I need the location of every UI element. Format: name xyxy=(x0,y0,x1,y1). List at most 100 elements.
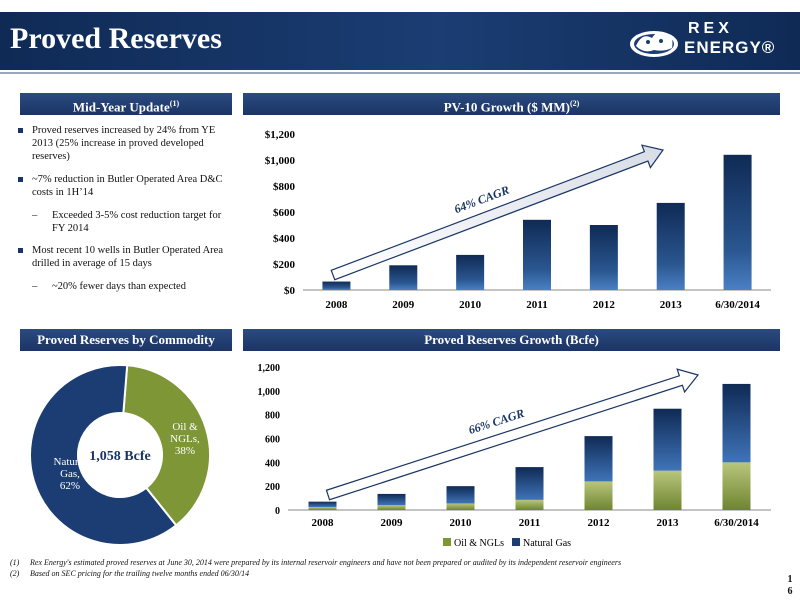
slice-label: NGLs, xyxy=(170,433,200,445)
mid-year-bullets: Proved reserves increased by 24% from YE… xyxy=(18,124,228,302)
x-tick-label: 2011 xyxy=(519,517,540,529)
cagr-arrow-body xyxy=(325,368,700,501)
legend-swatch xyxy=(443,538,451,546)
x-tick-label: 2010 xyxy=(459,299,482,311)
footnote-number: (2) xyxy=(10,569,20,578)
footnote-number: (1) xyxy=(10,558,20,567)
donut-center-label: 1,058 Bcfe xyxy=(89,449,150,464)
bar-oil-ngls-2012 xyxy=(584,481,613,510)
bullet-text: ~7% reduction in Butler Operated Area D&… xyxy=(32,174,223,198)
x-tick-label: 2012 xyxy=(593,299,616,311)
x-tick-label: 6/30/2014 xyxy=(714,517,759,529)
bar-oil-ngls-6/30/2014 xyxy=(722,462,751,510)
y-tick-label: 1,200 xyxy=(258,363,281,374)
pv10-header-label: PV-10 Growth ($ MM) xyxy=(443,99,570,115)
title-divider xyxy=(0,72,800,74)
footnote-1: (1) Rex Energy's estimated proved reserve… xyxy=(10,557,770,568)
x-tick-label: 2008 xyxy=(312,517,335,529)
bar-natural-gas-2011 xyxy=(515,467,544,500)
y-tick-label: 1,000 xyxy=(258,387,281,398)
pv10-footnote-ref: (2) xyxy=(569,99,580,108)
bar-natural-gas-2010 xyxy=(446,486,475,504)
page-number-digit: 6 xyxy=(787,586,793,597)
pv10-bar-chart: $0 $200 $400 $600 $800 $1,000 $1,200 2008 2009 20… xyxy=(265,129,771,311)
x-tick-label: 2009 xyxy=(392,299,415,311)
donut-slice xyxy=(122,364,211,527)
donut-slice xyxy=(29,364,178,546)
bar-oil-ngls-2008 xyxy=(308,507,337,510)
bar-natural-gas-2008 xyxy=(308,501,337,508)
bar-oil-ngls-2013 xyxy=(653,470,682,510)
y-tick-label: 200 xyxy=(265,482,280,493)
bar-natural-gas-6/30/2014 xyxy=(722,383,751,463)
cagr-arrow: 66% CAGR xyxy=(325,368,700,501)
bar-6/30/2014 xyxy=(723,154,752,290)
y-tick-label: $800 xyxy=(273,181,296,193)
slice-label: Natural xyxy=(54,456,87,468)
bar-oil-ngls-2009 xyxy=(377,505,406,510)
bar-natural-gas-2009 xyxy=(377,493,406,506)
rex-energy-logo: REX ENERGY® xyxy=(628,18,798,64)
sub-bullet-item: – Exceeded 3-5% cost reduction target for… xyxy=(32,210,222,234)
legend-label: Natural Gas xyxy=(523,538,571,549)
mid-year-header-label: Mid-Year Update xyxy=(72,99,170,115)
reserves-growth-header: Proved Reserves Growth (Bcfe) xyxy=(243,329,780,351)
bar-2008 xyxy=(322,281,351,290)
pv10-header: PV-10 Growth ($ MM)(2) xyxy=(243,93,780,115)
mid-year-footnote-ref: (1) xyxy=(169,99,180,108)
footnote-2: (2) Based on SEC pricing for the trailing… xyxy=(10,568,770,579)
footnote-text: Rex Energy's estimated proved reserves a… xyxy=(30,558,622,567)
logo-text-rex: REX xyxy=(688,20,733,37)
x-tick-label: 2010 xyxy=(450,517,473,529)
title-bar: Proved Reserves REX ENERGY® xyxy=(0,12,800,70)
donut-hole xyxy=(80,415,160,495)
bullet-item: Most recent 10 wells in Butler Operated … xyxy=(18,244,228,270)
y-tick-label: $1,000 xyxy=(265,155,296,167)
mid-year-header: Mid-Year Update(1) xyxy=(20,93,232,115)
slice-label: 38% xyxy=(175,445,195,457)
bullet-item: Proved reserves increased by 24% from YE… xyxy=(18,124,228,163)
bullet-text: ~20% fewer days than expected xyxy=(52,281,186,292)
y-tick-label: 400 xyxy=(265,458,280,469)
logo-text-energy: ENERGY® xyxy=(684,38,776,57)
legend-swatch xyxy=(512,538,520,546)
footnotes: (1) Rex Energy's estimated proved reserve… xyxy=(10,557,770,579)
cagr-arrow-shape: 66% CAGR xyxy=(325,368,700,501)
bar-2012 xyxy=(589,225,618,290)
bullet-text: Most recent 10 wells in Butler Operated … xyxy=(32,245,223,269)
x-tick-label: 2011 xyxy=(526,299,547,311)
page-number-digit: 1 xyxy=(787,574,793,585)
bar-oil-ngls-2010 xyxy=(446,503,475,510)
x-tick-label: 2012 xyxy=(588,517,611,529)
logo-emblem-icon xyxy=(630,31,678,57)
bullet-text: Exceeded 3-5% cost reduction target for … xyxy=(52,210,222,234)
bullet-text: Proved reserves increased by 24% from YE… xyxy=(32,125,216,162)
bar-2009 xyxy=(389,265,418,290)
x-tick-label: 2008 xyxy=(325,299,348,311)
bar-natural-gas-2012 xyxy=(584,436,613,482)
reserves-growth-bar-chart: 0 200 400 600 800 1,000 1,200 2008 2009 2010 2011 2… xyxy=(258,363,771,549)
page-title: Proved Reserves xyxy=(10,22,222,55)
slice-label: Gas, xyxy=(60,468,80,480)
y-tick-label: $400 xyxy=(273,233,296,245)
y-tick-label: $200 xyxy=(273,259,296,271)
slice-label: 62% xyxy=(60,480,80,492)
bar-2013 xyxy=(656,202,685,290)
x-tick-label: 2013 xyxy=(660,299,683,311)
bullet-item: ~7% reduction in Butler Operated Area D&… xyxy=(18,173,228,199)
legend-label: Oil & NGLs xyxy=(454,538,504,549)
bar-oil-ngls-2011 xyxy=(515,499,544,510)
by-commodity-header: Proved Reserves by Commodity xyxy=(20,329,232,351)
bar-2011 xyxy=(523,219,551,290)
y-tick-label: 0 xyxy=(275,506,280,517)
footnote-text: Based on SEC pricing for the trailing tw… xyxy=(30,569,250,578)
y-tick-label: $0 xyxy=(284,285,296,297)
slice-label: Oil & xyxy=(172,421,198,433)
y-tick-label: 600 xyxy=(265,435,280,446)
y-tick-label: $600 xyxy=(273,207,296,219)
cagr-arrow-body xyxy=(330,144,665,281)
bar-natural-gas-2013 xyxy=(653,408,682,471)
x-tick-label: 2013 xyxy=(657,517,680,529)
sub-bullet-item: – ~20% fewer days than expected xyxy=(32,281,186,292)
